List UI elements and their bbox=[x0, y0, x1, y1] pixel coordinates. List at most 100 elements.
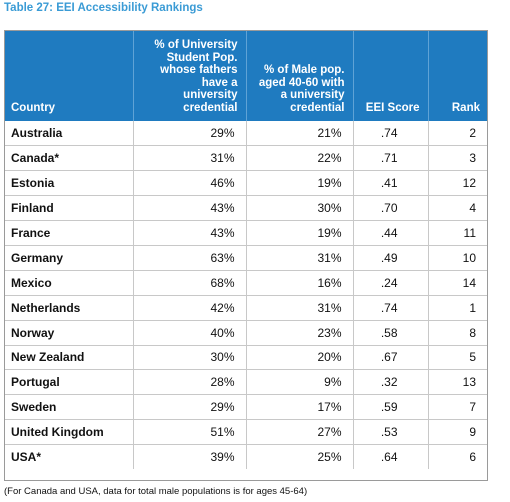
rank-cell: 9 bbox=[428, 419, 488, 446]
header-line: aged 40-60 with bbox=[258, 76, 345, 89]
header-line: have a bbox=[201, 76, 238, 89]
eei-score-cell: .32 bbox=[353, 369, 429, 396]
country-cell: Sweden bbox=[4, 394, 134, 421]
header-line: Country bbox=[11, 101, 56, 114]
eei-score-cell: .41 bbox=[353, 170, 429, 197]
table-row: Germany 63% 31% .49 10 bbox=[4, 245, 488, 271]
table-body: Australia 29% 21% .74 2 Canada* 31% 22% .71 3 Esto… bbox=[4, 121, 488, 470]
male-credential-cell: 19% bbox=[246, 170, 354, 197]
rank-cell: 5 bbox=[428, 345, 488, 371]
eei-score-cell: .70 bbox=[353, 195, 429, 222]
father-credential-cell: 40% bbox=[133, 320, 247, 346]
footnote: (For Canada and USA, data for total male… bbox=[4, 486, 308, 497]
table-row: Finland 43% 30% .70 4 bbox=[4, 195, 488, 222]
eei-score-cell: .64 bbox=[353, 444, 429, 470]
male-credential-cell: 30% bbox=[246, 195, 354, 222]
father-credential-cell: 30% bbox=[133, 345, 247, 371]
header-country: Country bbox=[4, 30, 134, 121]
table-row: Sweden 29% 17% .59 7 bbox=[4, 394, 488, 421]
father-credential-cell: 29% bbox=[133, 121, 247, 147]
male-credential-cell: 27% bbox=[246, 419, 354, 446]
header-line: credential bbox=[183, 101, 238, 114]
header-line: % of University bbox=[154, 39, 238, 51]
eei-score-cell: .44 bbox=[353, 220, 429, 246]
header-line: Rank bbox=[451, 101, 480, 114]
country-cell: USA* bbox=[4, 444, 134, 470]
table-row: USA* 39% 25% .64 6 bbox=[4, 444, 488, 470]
father-credential-cell: 42% bbox=[133, 295, 247, 321]
male-credential-cell: 21% bbox=[246, 121, 354, 147]
male-credential-cell: 31% bbox=[246, 245, 354, 271]
male-credential-cell: 31% bbox=[246, 295, 354, 321]
eei-score-cell: .53 bbox=[353, 419, 429, 446]
table-caption: Table 27: EEI Accessibility Rankings bbox=[4, 2, 203, 14]
country-cell: Norway bbox=[4, 320, 134, 346]
male-credential-cell: 19% bbox=[246, 220, 354, 246]
table-row: Norway 40% 23% .58 8 bbox=[4, 320, 488, 346]
father-credential-cell: 31% bbox=[133, 145, 247, 172]
eei-score-cell: .59 bbox=[353, 394, 429, 421]
header-line: university bbox=[183, 89, 238, 101]
rank-cell: 4 bbox=[428, 195, 488, 222]
rank-cell: 7 bbox=[428, 394, 488, 421]
father-credential-cell: 28% bbox=[133, 369, 247, 396]
father-credential-cell: 29% bbox=[133, 394, 247, 421]
male-credential-cell: 9% bbox=[246, 369, 354, 396]
eei-score-cell: .74 bbox=[353, 121, 429, 147]
male-credential-cell: 17% bbox=[246, 394, 354, 421]
table-row: United Kingdom 51% 27% .53 9 bbox=[4, 419, 488, 446]
country-cell: United Kingdom bbox=[4, 419, 134, 446]
table-row: New Zealand 30% 20% .67 5 bbox=[4, 345, 488, 371]
header-line: % of Male pop. bbox=[264, 64, 345, 76]
eei-score-cell: .67 bbox=[353, 345, 429, 371]
rank-cell: 14 bbox=[428, 270, 488, 296]
table-row: Australia 29% 21% .74 2 bbox=[4, 121, 488, 147]
country-cell: Finland bbox=[4, 195, 134, 222]
eei-score-cell: .49 bbox=[353, 245, 429, 271]
rank-cell: 3 bbox=[428, 145, 488, 172]
male-credential-cell: 25% bbox=[246, 444, 354, 470]
header-male-credential: % of Male pop. aged 40-60 with a universit… bbox=[246, 30, 354, 121]
male-credential-cell: 16% bbox=[246, 270, 354, 296]
header-line: whose fathers bbox=[160, 64, 238, 76]
rank-cell: 12 bbox=[428, 170, 488, 197]
father-credential-cell: 43% bbox=[133, 220, 247, 246]
country-cell: Portugal bbox=[4, 369, 134, 396]
table-row: France 43% 19% .44 11 bbox=[4, 220, 488, 246]
country-cell: Canada* bbox=[4, 145, 134, 172]
rank-cell: 13 bbox=[428, 369, 488, 396]
header-line: credential bbox=[290, 101, 345, 114]
country-cell: France bbox=[4, 220, 134, 246]
header-row: Country % of University Student Pop. whose … bbox=[4, 30, 488, 121]
rank-cell: 2 bbox=[428, 121, 488, 147]
table-row: Canada* 31% 22% .71 3 bbox=[4, 145, 488, 172]
eei-score-cell: .24 bbox=[353, 270, 429, 296]
rank-cell: 11 bbox=[428, 220, 488, 246]
country-cell: Netherlands bbox=[4, 295, 134, 321]
header-line: Student Pop. bbox=[166, 51, 238, 64]
header-eei-score: EEI Score bbox=[353, 30, 429, 121]
father-credential-cell: 43% bbox=[133, 195, 247, 222]
eei-score-cell: .58 bbox=[353, 320, 429, 346]
rankings-table: Country % of University Student Pop. whose … bbox=[4, 30, 488, 470]
rank-cell: 6 bbox=[469, 450, 476, 465]
father-credential-cell: 63% bbox=[133, 245, 247, 271]
header-line: EEI Score bbox=[365, 101, 420, 114]
father-credential-cell: 51% bbox=[133, 419, 247, 446]
table-row: Netherlands 42% 31% .74 1 bbox=[4, 295, 488, 321]
rank-cell: 10 bbox=[428, 245, 488, 271]
father-credential-cell: 39% bbox=[133, 444, 247, 470]
country-cell: Australia bbox=[4, 121, 134, 147]
header-rank: Rank bbox=[428, 30, 488, 121]
eei-score-cell: .71 bbox=[353, 145, 429, 172]
male-credential-cell: 22% bbox=[246, 145, 354, 172]
table-row: Mexico 68% 16% .24 14 bbox=[4, 270, 488, 296]
eei-score-cell: .74 bbox=[353, 295, 429, 321]
male-credential-cell: 23% bbox=[246, 320, 354, 346]
rank-cell: 1 bbox=[428, 295, 488, 321]
father-credential-cell: 46% bbox=[133, 170, 247, 197]
country-cell: Mexico bbox=[4, 270, 134, 296]
country-cell: Germany bbox=[4, 245, 134, 271]
rank-cell: 8 bbox=[428, 320, 488, 346]
table-row: Portugal 28% 9% .32 13 bbox=[4, 369, 488, 396]
